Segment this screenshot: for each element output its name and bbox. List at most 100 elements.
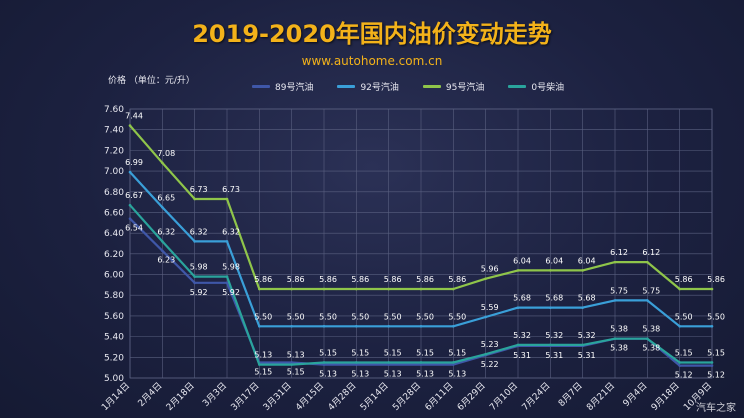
data-label-s95: 6.04: [513, 256, 531, 265]
data-label-s89: 5.12: [675, 371, 693, 380]
data-point-s89: [452, 363, 455, 366]
data-point-s0: [646, 337, 649, 340]
data-point-s95: [484, 277, 487, 280]
data-point-s95: [710, 287, 714, 291]
data-label-s0: 5.98: [190, 263, 208, 272]
data-point-s89: [710, 364, 714, 367]
data-point-s95: [193, 197, 196, 201]
data-label-s89: 5.31: [513, 351, 531, 360]
plot-area: [129, 108, 713, 379]
data-label-s92: 5.68: [578, 294, 596, 303]
y-tick-label: 5.00: [104, 374, 124, 384]
data-point-s92: [452, 324, 455, 328]
y-tick-label: 6.00: [104, 271, 124, 281]
data-label-s95: 6.04: [578, 256, 596, 265]
data-label-s89: 5.13: [384, 370, 402, 379]
y-tick-label: 6.20: [104, 250, 124, 260]
legend-swatch-95: [422, 85, 441, 88]
data-label-s92: 5.50: [319, 312, 337, 321]
data-point-s95: [387, 287, 390, 291]
data-label-s95: 5.86: [384, 275, 402, 284]
data-label-s0: 5.15: [448, 348, 466, 357]
data-label-s0: 5.13: [287, 351, 305, 360]
data-label-s95: 7.08: [157, 149, 175, 158]
data-point-s95: [613, 260, 617, 264]
data-point-s92: [258, 324, 261, 328]
data-point-s95: [646, 260, 649, 264]
data-label-s0: 5.15: [707, 348, 725, 357]
data-label-s92: 5.50: [675, 312, 693, 321]
data-label-s92: 5.50: [707, 312, 725, 321]
data-label-s89: 5.15: [254, 367, 272, 376]
data-label-s92: 5.75: [642, 286, 660, 295]
data-label-s89: 6.54: [125, 224, 143, 233]
data-label-s0: 5.15: [416, 348, 434, 357]
data-point-s0: [581, 343, 584, 347]
data-label-s89: 5.13: [351, 370, 369, 379]
y-tick-label: 6.40: [104, 229, 124, 239]
y-tick-label: 7.00: [104, 167, 124, 177]
data-point-s0: [710, 361, 714, 364]
data-label-s0: 5.23: [481, 340, 499, 349]
data-point-s92: [581, 306, 584, 309]
legend-item-92[interactable]: 92号汽油: [337, 80, 399, 93]
legend-label-89: 89号汽油: [275, 83, 314, 93]
data-point-s92: [419, 324, 423, 328]
x-tick-label: 6月11日: [423, 380, 456, 413]
data-label-s95: 6.73: [222, 185, 240, 194]
legend-swatch-0: [508, 85, 527, 88]
legend-item-95[interactable]: 95号汽油: [422, 80, 485, 93]
x-tick-label: 8月21日: [584, 380, 617, 413]
data-point-s92: [355, 324, 358, 328]
data-label-s92: 6.65: [157, 193, 175, 202]
data-label-s0: 5.15: [351, 348, 369, 357]
data-point-s0: [225, 275, 229, 278]
watermark: 汽车之家: [696, 403, 736, 414]
data-label-s95: 5.86: [707, 275, 725, 284]
data-point-s95: [678, 287, 681, 291]
data-label-s89: 5.22: [481, 360, 499, 369]
data-label-s95: 6.12: [642, 248, 660, 257]
x-tick-label: 2月4日: [136, 380, 165, 409]
data-point-s92: [549, 306, 552, 309]
legend-swatch-89: [252, 85, 270, 88]
data-point-s89: [193, 281, 196, 285]
data-label-s0: 6.32: [157, 227, 175, 236]
data-label-s0: 5.38: [610, 325, 628, 334]
x-tick-label: 6月29日: [455, 380, 488, 413]
x-tick-label: 9月18日: [649, 380, 682, 413]
data-label-s0: 5.15: [675, 348, 693, 357]
data-point-s0: [322, 361, 326, 364]
data-label-s92: 5.75: [610, 286, 628, 295]
x-tick-label: 8月7日: [556, 380, 585, 409]
legend-item-0[interactable]: 0号柴油: [508, 80, 564, 93]
legend-item-89[interactable]: 89号汽油: [252, 80, 313, 93]
data-point-s92: [322, 324, 326, 328]
y-tick-label: 5.80: [104, 291, 124, 301]
data-label-s0: 5.15: [384, 348, 402, 357]
data-point-s95: [225, 197, 229, 201]
data-point-s92: [193, 240, 196, 243]
x-tick-label: 5月28日: [390, 380, 423, 413]
data-point-s89: [678, 364, 681, 367]
data-point-s95: [258, 287, 261, 291]
data-point-s95: [452, 287, 455, 291]
data-point-s89: [322, 363, 326, 366]
data-point-s95: [581, 269, 584, 272]
data-label-s89: 5.38: [610, 344, 628, 353]
data-point-s95: [290, 287, 293, 291]
data-label-s92: 6.32: [190, 227, 208, 236]
data-label-s0: 6.67: [125, 191, 143, 200]
data-point-s92: [128, 170, 132, 174]
data-point-s95: [419, 287, 423, 291]
data-point-s92: [710, 324, 714, 328]
legend-label-95: 95号汽油: [445, 83, 485, 93]
data-label-s95: 6.12: [610, 248, 628, 257]
data-point-s89: [161, 249, 164, 253]
data-label-s92: 6.32: [222, 227, 240, 236]
data-label-s95: 7.44: [125, 112, 143, 121]
data-label-s0: 5.32: [513, 331, 531, 340]
chart-title: 2019-2020年国内油价变动走势: [192, 20, 552, 48]
data-point-s89: [355, 363, 358, 366]
